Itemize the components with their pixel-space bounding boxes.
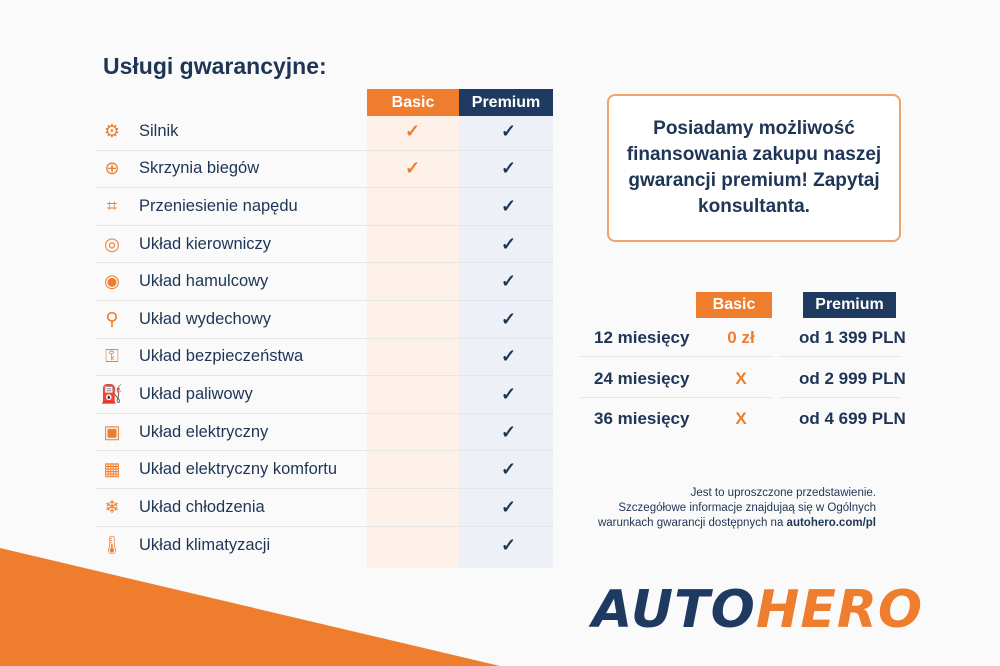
service-row: ⚙ Silnik ✓ ✓ [95, 113, 553, 151]
service-label: Układ kierowniczy [139, 234, 272, 253]
service-label: Przeniesienie napędu [139, 196, 298, 215]
basic-check-icon: ✓ [405, 120, 421, 141]
disclaimer-line: Jest to uproszczone przedstawienie. [690, 487, 876, 499]
premium-check-icon: ✓ [501, 421, 517, 442]
service-row: ◉ Układ hamulcowy ✓ [95, 263, 553, 301]
service-label: Układ bezpieczeństwa [139, 347, 304, 366]
service-row: ▣ Układ elektryczny ✓ [95, 414, 553, 452]
service-row: ❄ Układ chłodzenia ✓ [95, 489, 553, 527]
logo-hero: HERO [755, 580, 924, 640]
page-title: Usługi gwarancyjne: [103, 53, 327, 79]
pricing-basic-header: Basic [696, 292, 772, 318]
service-row: ▦ Układ elektryczny komfortu ✓ [95, 451, 553, 489]
disclaimer-line: warunkach gwarancji dostępnych na [597, 517, 787, 529]
premium-check-icon: ✓ [501, 271, 517, 292]
logo-auto: AUTO [592, 580, 756, 640]
premium-check-icon: ✓ [501, 195, 517, 216]
service-label: Układ klimatyzacji [139, 535, 271, 554]
exhaust-icon: ⚲ [105, 308, 119, 329]
service-label: Układ wydechowy [139, 309, 272, 328]
service-row: ⚿ Układ bezpieczeństwa ✓ [95, 339, 553, 377]
service-label: Silnik [139, 121, 179, 140]
steering-wheel-icon: ◎ [104, 233, 120, 254]
fuel-icon: ⛽ [100, 383, 124, 404]
snowflake-icon: ❄ [104, 496, 120, 517]
service-label: Układ elektryczny komfortu [139, 460, 338, 479]
service-label: Układ chłodzenia [139, 497, 265, 516]
duration: 12 miesięcy [594, 328, 690, 347]
service-row: ⚲ Układ wydechowy ✓ [95, 301, 553, 339]
premium-header: Premium [459, 89, 553, 116]
service-row: ⊕ Skrzynia biegów ✓ ✓ [95, 151, 553, 189]
service-label: Układ hamulcowy [139, 272, 269, 291]
duration: 24 miesięcy [594, 368, 690, 388]
basic-column [367, 116, 459, 568]
service-row: 🌡 Układ klimatyzacji ✓ [95, 527, 553, 565]
premium-price: od 1 399 PLN [799, 328, 906, 347]
service-label: Układ elektryczny [139, 422, 269, 441]
financing-promo: Posiadamy możliwość finansowania zakupu … [607, 94, 901, 242]
premium-price: od 4 699 PLN [799, 409, 906, 428]
battery-icon: ▣ [103, 421, 121, 442]
service-label: Układ paliwowy [139, 384, 253, 403]
thermometer-icon: 🌡 [100, 534, 124, 555]
safety-icon: ⚿ [105, 346, 119, 367]
brake-icon: ◉ [104, 271, 120, 292]
premium-check-icon: ✓ [501, 459, 517, 480]
disclaimer-line: Szczegółowe informacje znajdujaą się w O… [618, 502, 876, 514]
basic-price: X [735, 409, 747, 428]
premium-check-icon: ✓ [501, 496, 517, 517]
basic-check-icon: ✓ [405, 158, 421, 179]
engine-icon: ⚙ [103, 120, 121, 141]
premium-price: od 2 999 PLN [799, 368, 906, 388]
premium-check-icon: ✓ [501, 233, 517, 254]
service-row: ◎ Układ kierowniczy ✓ [95, 226, 553, 264]
premium-check-icon: ✓ [501, 158, 517, 179]
autohero-logo: AUTOHERO [592, 580, 923, 640]
basic-header: Basic [367, 89, 459, 116]
services-table: ⚙ Silnik ✓ ✓ ⊕ Skrzynia biegów ✓ ✓ ⌗ Przeniesieni… [95, 113, 553, 564]
disclaimer: Jest to uproszczone przedstawienie. Szcz… [598, 486, 876, 531]
website-link[interactable]: autohero.com/pl [786, 517, 876, 529]
premium-check-icon: ✓ [501, 308, 517, 329]
premium-check-icon: ✓ [501, 534, 517, 555]
service-row: ⛽ Układ paliwowy ✓ [95, 376, 553, 414]
premium-column [459, 116, 553, 568]
pricing-row: 12 miesięcy 0 zł od 1 399 PLN [580, 318, 910, 358]
pricing-premium-header: Premium [803, 292, 896, 318]
premium-check-icon: ✓ [501, 120, 517, 141]
premium-check-icon: ✓ [501, 346, 517, 367]
service-row: ⌗ Przeniesienie napędu ✓ [95, 188, 553, 226]
duration: 36 miesięcy [594, 409, 690, 428]
basic-price: 0 zł [727, 328, 755, 347]
basic-price: X [735, 368, 747, 388]
drivetrain-icon: ⌗ [106, 195, 118, 216]
gearbox-icon: ⊕ [104, 158, 120, 179]
service-label: Skrzynia biegów [139, 159, 260, 178]
premium-check-icon: ✓ [501, 383, 517, 404]
chip-icon: ▦ [103, 459, 121, 480]
